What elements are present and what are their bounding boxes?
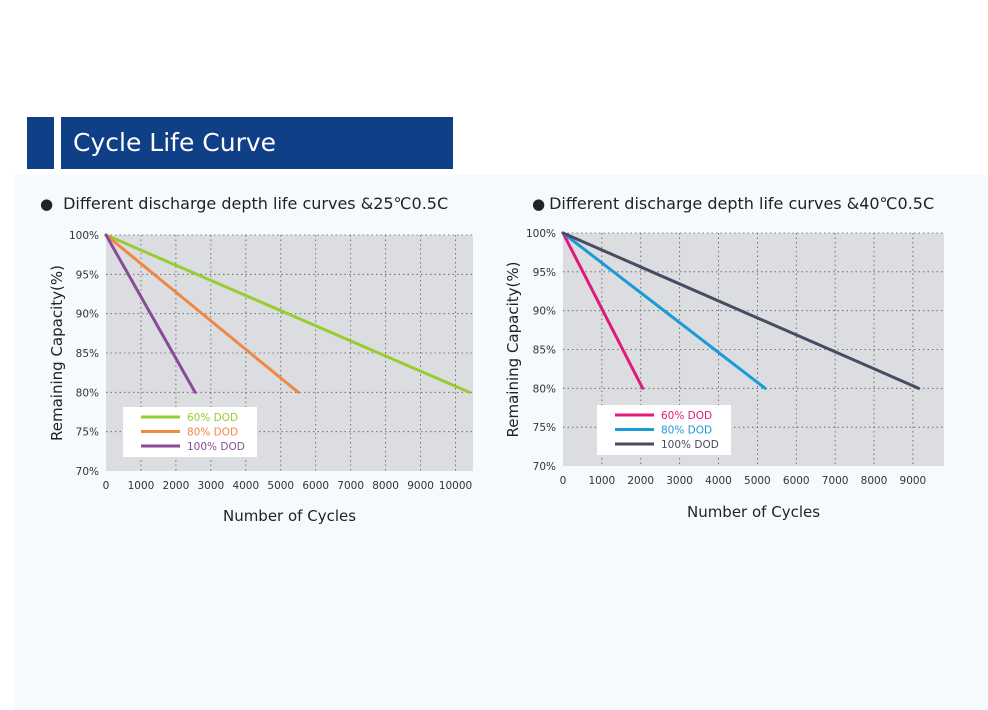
y-tick-label: 95% [533, 267, 556, 279]
series-line [561, 231, 921, 390]
x-axis-label: Number of Cycles [687, 503, 820, 521]
x-tick-label: 0 [103, 480, 110, 492]
legend-label: 60% DOD [187, 412, 238, 424]
x-tick-label: 2000 [627, 475, 654, 487]
series-line [104, 233, 197, 394]
y-tick-label: 75% [76, 427, 99, 439]
y-tick-label: 80% [533, 383, 556, 395]
x-tick-label: 7000 [337, 480, 364, 492]
y-tick-label: 85% [533, 345, 556, 357]
y-tick-label: 90% [533, 306, 556, 318]
x-tick-label: 9000 [407, 480, 434, 492]
chart-1-title: Different discharge depth life curves &2… [63, 194, 449, 213]
legend-label: 100% DOD [661, 439, 719, 451]
page-title: Cycle Life Curve [61, 117, 453, 169]
legend-label: 80% DOD [187, 427, 238, 439]
bullet-icon: ● [40, 195, 54, 213]
x-tick-label: 0 [560, 475, 567, 487]
x-tick-label: 4000 [232, 480, 259, 492]
x-tick-label: 8000 [372, 480, 399, 492]
series-line [104, 233, 300, 394]
x-tick-label: 5000 [267, 480, 294, 492]
y-tick-label: 80% [76, 387, 99, 399]
title-accent-block [27, 117, 54, 169]
chart-2-title: Different discharge depth life curves &4… [549, 194, 935, 213]
x-tick-label: 1000 [128, 480, 155, 492]
legend-label: 100% DOD [187, 441, 245, 453]
bullet-icon: ● [532, 195, 546, 213]
x-tick-label: 9000 [900, 475, 927, 487]
y-tick-label: 70% [76, 466, 99, 478]
y-tick-label: 100% [69, 230, 99, 242]
x-tick-label: 8000 [861, 475, 888, 487]
y-axis-label: Remaining Capacity(%) [48, 265, 66, 441]
x-tick-label: 6000 [302, 480, 329, 492]
x-tick-label: 6000 [783, 475, 810, 487]
chart-2-heading: ● Different discharge depth life curves &… [532, 194, 934, 213]
chart-1-heading: ● Different discharge depth life curves &… [40, 194, 448, 213]
x-tick-label: 7000 [822, 475, 849, 487]
x-tick-label: 3000 [197, 480, 224, 492]
y-tick-label: 75% [533, 422, 556, 434]
y-tick-label: 95% [76, 269, 99, 281]
x-tick-label: 5000 [744, 475, 771, 487]
y-tick-label: 70% [533, 461, 556, 473]
legend-label: 80% DOD [661, 425, 712, 437]
series-line [104, 233, 472, 394]
y-tick-label: 85% [76, 348, 99, 360]
x-tick-label: 4000 [705, 475, 732, 487]
x-axis-label: Number of Cycles [223, 507, 356, 525]
y-tick-label: 90% [76, 309, 99, 321]
x-tick-label: 3000 [666, 475, 693, 487]
legend-label: 60% DOD [661, 410, 712, 422]
series-line [561, 231, 767, 390]
x-tick-label: 1000 [589, 475, 616, 487]
x-tick-label: 10000 [439, 480, 472, 492]
x-tick-label: 2000 [163, 480, 190, 492]
series-line [561, 231, 645, 390]
y-axis-label: Remaining Capacity(%) [504, 262, 522, 438]
y-tick-label: 100% [526, 228, 556, 240]
